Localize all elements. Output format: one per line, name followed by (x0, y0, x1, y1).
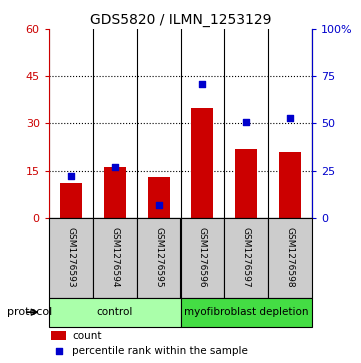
Point (56, 348, 62, 354)
Bar (180, 298, 312, 327)
Bar (49, 298, 180, 327)
Text: GSM1276593: GSM1276593 (66, 227, 75, 288)
Text: GSM1276594: GSM1276594 (110, 228, 119, 288)
Point (68, 174, 74, 179)
Text: protocol: protocol (7, 307, 52, 317)
Text: count: count (73, 331, 102, 341)
Bar (51, 331, 66, 340)
Bar (93, 218, 136, 298)
Point (200, 81, 205, 87)
Bar (279, 152, 301, 218)
Bar (49, 218, 93, 298)
Bar (148, 177, 170, 218)
Point (112, 164, 117, 170)
Bar (136, 218, 180, 298)
Bar (235, 148, 257, 218)
Text: GSM1276596: GSM1276596 (198, 227, 207, 288)
Bar (191, 108, 213, 218)
Text: control: control (96, 307, 133, 317)
Text: GSM1276595: GSM1276595 (154, 227, 163, 288)
Bar (180, 218, 225, 298)
Text: percentile rank within the sample: percentile rank within the sample (73, 346, 248, 356)
Text: myofibroblast depletion: myofibroblast depletion (184, 307, 309, 317)
Title: GDS5820 / ILMN_1253129: GDS5820 / ILMN_1253129 (90, 13, 271, 26)
Bar (60, 183, 82, 218)
Text: GSM1276598: GSM1276598 (286, 227, 295, 288)
Bar (104, 167, 126, 218)
Point (156, 202, 161, 208)
Bar (268, 218, 312, 298)
Point (287, 115, 293, 121)
Point (243, 119, 249, 125)
Bar (225, 218, 268, 298)
Text: GSM1276597: GSM1276597 (242, 227, 251, 288)
